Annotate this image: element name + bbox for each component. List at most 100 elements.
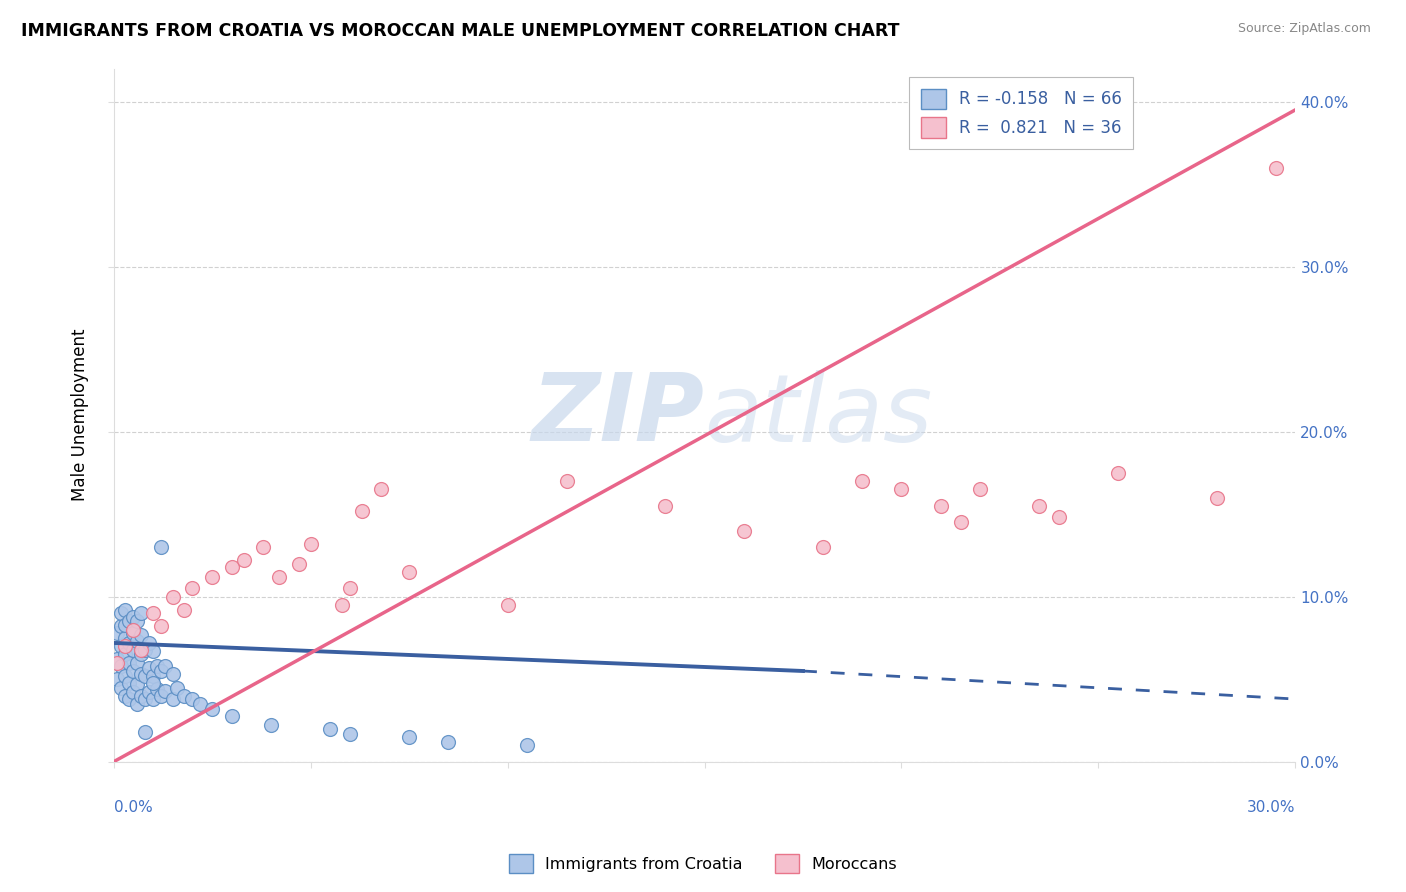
- Legend: Immigrants from Croatia, Moroccans: Immigrants from Croatia, Moroccans: [502, 847, 904, 880]
- Point: [166, 681, 188, 695]
- Point: [110, 681, 132, 695]
- Point: [319, 722, 342, 736]
- Point: [122, 623, 145, 637]
- Point: [153, 659, 176, 673]
- Point: [149, 619, 172, 633]
- Point: [221, 708, 243, 723]
- Point: [201, 702, 224, 716]
- Point: [267, 570, 290, 584]
- Point: [129, 667, 152, 681]
- Point: [1107, 466, 1129, 480]
- Point: [153, 683, 176, 698]
- Point: [134, 642, 156, 657]
- Point: [114, 689, 136, 703]
- Point: [370, 483, 392, 497]
- Point: [146, 659, 169, 673]
- Point: [339, 727, 361, 741]
- Point: [110, 619, 132, 633]
- Point: [142, 644, 165, 658]
- Point: [1047, 510, 1070, 524]
- Point: [496, 598, 519, 612]
- Point: [252, 540, 274, 554]
- Y-axis label: Male Unemployment: Male Unemployment: [72, 329, 89, 501]
- Point: [299, 537, 322, 551]
- Point: [330, 598, 353, 612]
- Point: [162, 667, 184, 681]
- Point: [929, 499, 952, 513]
- Point: [142, 675, 165, 690]
- Point: [129, 689, 152, 703]
- Point: [134, 692, 156, 706]
- Point: [129, 642, 152, 657]
- Point: [949, 516, 972, 530]
- Point: [114, 631, 136, 645]
- Point: [114, 617, 136, 632]
- Point: [114, 603, 136, 617]
- Point: [107, 626, 129, 640]
- Point: [350, 504, 373, 518]
- Text: 30.0%: 30.0%: [1247, 800, 1295, 815]
- Point: [142, 606, 165, 620]
- Point: [851, 474, 873, 488]
- Point: [173, 603, 195, 617]
- Point: [118, 675, 141, 690]
- Point: [1028, 499, 1050, 513]
- Point: [134, 669, 156, 683]
- Point: [134, 725, 156, 739]
- Point: [122, 609, 145, 624]
- Point: [118, 692, 141, 706]
- Point: [146, 682, 169, 697]
- Point: [162, 692, 184, 706]
- Point: [129, 648, 152, 662]
- Point: [1205, 491, 1227, 505]
- Text: IMMIGRANTS FROM CROATIA VS MOROCCAN MALE UNEMPLOYMENT CORRELATION CHART: IMMIGRANTS FROM CROATIA VS MOROCCAN MALE…: [21, 22, 900, 40]
- Point: [127, 697, 149, 711]
- Point: [969, 483, 991, 497]
- Point: [118, 615, 141, 629]
- Point: [114, 648, 136, 662]
- Point: [890, 483, 912, 497]
- Point: [114, 639, 136, 653]
- Point: [555, 474, 578, 488]
- Text: ZIP: ZIP: [531, 369, 704, 461]
- Point: [181, 692, 204, 706]
- Point: [122, 664, 145, 678]
- Point: [149, 689, 172, 703]
- Point: [122, 685, 145, 699]
- Point: [127, 677, 149, 691]
- Point: [118, 636, 141, 650]
- Point: [173, 689, 195, 703]
- Point: [110, 659, 132, 673]
- Point: [162, 590, 184, 604]
- Point: [181, 582, 204, 596]
- Point: [138, 661, 160, 675]
- Point: [118, 656, 141, 670]
- Point: [437, 735, 460, 749]
- Point: [516, 739, 538, 753]
- Point: [654, 499, 676, 513]
- Point: [138, 636, 160, 650]
- Point: [201, 570, 224, 584]
- Point: [398, 730, 420, 744]
- Point: [149, 664, 172, 678]
- Point: [129, 628, 152, 642]
- Point: [107, 672, 129, 686]
- Point: [127, 634, 149, 648]
- Point: [129, 606, 152, 620]
- Point: [138, 685, 160, 699]
- Point: [110, 639, 132, 653]
- Point: [107, 656, 129, 670]
- Point: [339, 582, 361, 596]
- Point: [188, 697, 211, 711]
- Point: [733, 524, 755, 538]
- Point: [122, 642, 145, 657]
- Point: [221, 560, 243, 574]
- Point: [149, 540, 172, 554]
- Point: [811, 540, 834, 554]
- Point: [142, 692, 165, 706]
- Point: [127, 615, 149, 629]
- Text: 0.0%: 0.0%: [114, 800, 152, 815]
- Point: [107, 652, 129, 666]
- Text: atlas: atlas: [704, 369, 932, 460]
- Point: [232, 553, 254, 567]
